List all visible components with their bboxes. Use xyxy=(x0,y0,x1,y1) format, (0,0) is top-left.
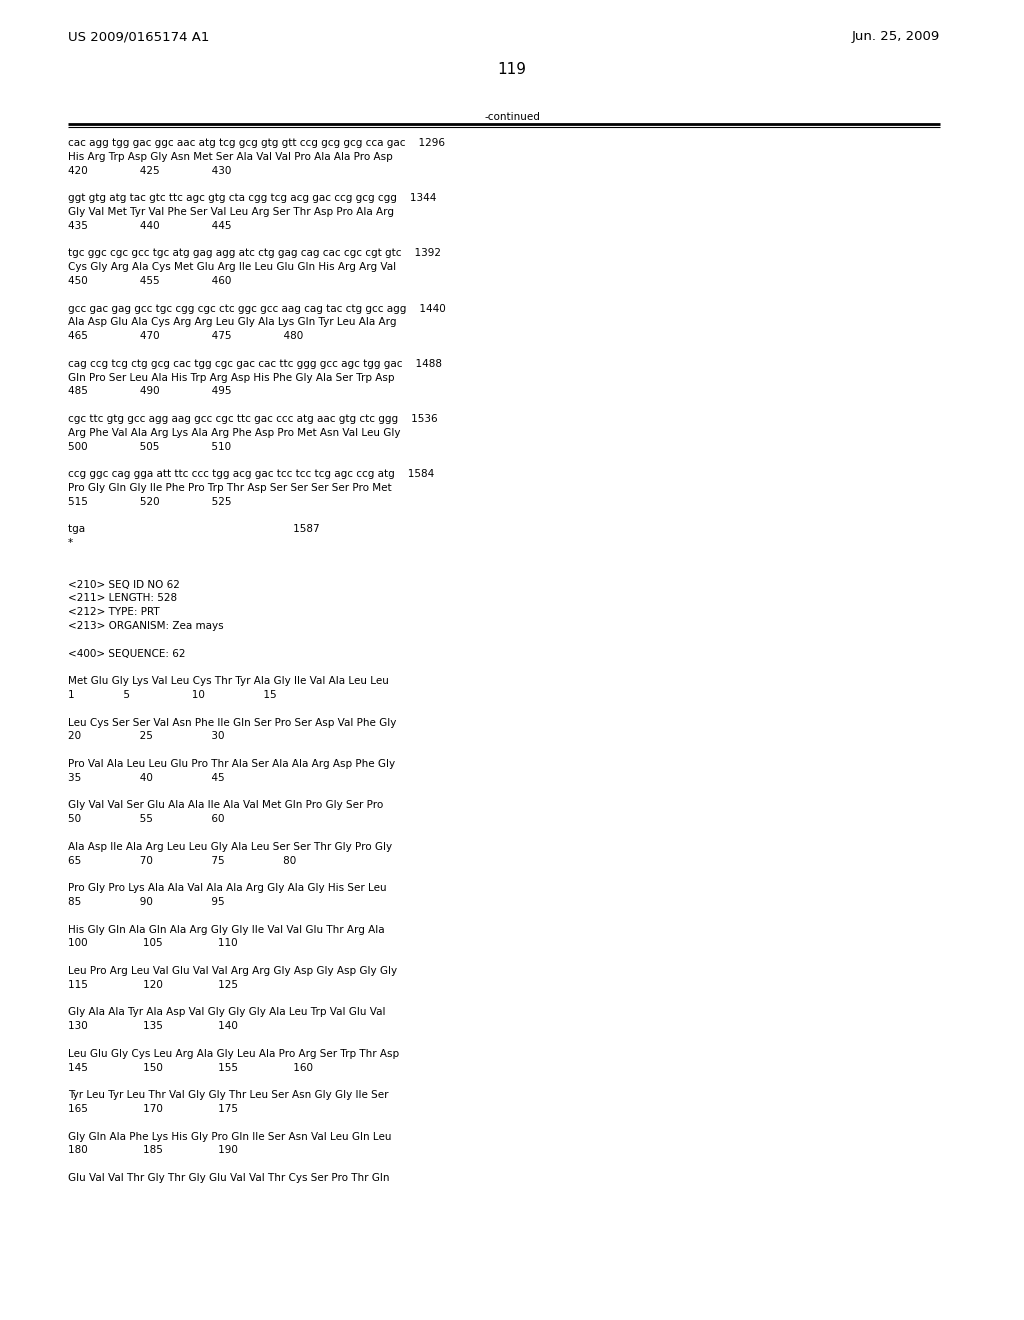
Text: Ala Asp Glu Ala Cys Arg Arg Leu Gly Ala Lys Gln Tyr Leu Ala Arg: Ala Asp Glu Ala Cys Arg Arg Leu Gly Ala … xyxy=(68,317,396,327)
Text: 100                 105                 110: 100 105 110 xyxy=(68,939,238,948)
Text: Pro Val Ala Leu Leu Glu Pro Thr Ala Ser Ala Ala Arg Asp Phe Gly: Pro Val Ala Leu Leu Glu Pro Thr Ala Ser … xyxy=(68,759,395,770)
Text: tga                                                                1587: tga 1587 xyxy=(68,524,319,535)
Text: Leu Glu Gly Cys Leu Arg Ala Gly Leu Ala Pro Arg Ser Trp Thr Asp: Leu Glu Gly Cys Leu Arg Ala Gly Leu Ala … xyxy=(68,1049,399,1059)
Text: 180                 185                 190: 180 185 190 xyxy=(68,1146,238,1155)
Text: cac agg tgg gac ggc aac atg tcg gcg gtg gtt ccg gcg gcg cca gac    1296: cac agg tgg gac ggc aac atg tcg gcg gtg … xyxy=(68,139,445,148)
Text: 85                  90                  95: 85 90 95 xyxy=(68,898,224,907)
Text: 165                 170                 175: 165 170 175 xyxy=(68,1104,238,1114)
Text: Leu Pro Arg Leu Val Glu Val Val Arg Arg Gly Asp Gly Asp Gly Gly: Leu Pro Arg Leu Val Glu Val Val Arg Arg … xyxy=(68,966,397,975)
Text: Glu Val Val Thr Gly Thr Gly Glu Val Val Thr Cys Ser Pro Thr Gln: Glu Val Val Thr Gly Thr Gly Glu Val Val … xyxy=(68,1173,389,1183)
Text: 1               5                   10                  15: 1 5 10 15 xyxy=(68,690,276,700)
Text: <211> LENGTH: 528: <211> LENGTH: 528 xyxy=(68,594,177,603)
Text: 145                 150                 155                 160: 145 150 155 160 xyxy=(68,1063,313,1073)
Text: ccg ggc cag gga att ttc ccc tgg acg gac tcc tcc tcg agc ccg atg    1584: ccg ggc cag gga att ttc ccc tgg acg gac … xyxy=(68,469,434,479)
Text: Pro Gly Gln Gly Ile Phe Pro Trp Thr Asp Ser Ser Ser Ser Pro Met: Pro Gly Gln Gly Ile Phe Pro Trp Thr Asp … xyxy=(68,483,391,492)
Text: 485                490                495: 485 490 495 xyxy=(68,387,231,396)
Text: <213> ORGANISM: Zea mays: <213> ORGANISM: Zea mays xyxy=(68,620,223,631)
Text: Arg Phe Val Ala Arg Lys Ala Arg Phe Asp Pro Met Asn Val Leu Gly: Arg Phe Val Ala Arg Lys Ala Arg Phe Asp … xyxy=(68,428,400,438)
Text: Gly Val Met Tyr Val Phe Ser Val Leu Arg Ser Thr Asp Pro Ala Arg: Gly Val Met Tyr Val Phe Ser Val Leu Arg … xyxy=(68,207,394,216)
Text: cag ccg tcg ctg gcg cac tgg cgc gac cac ttc ggg gcc agc tgg gac    1488: cag ccg tcg ctg gcg cac tgg cgc gac cac … xyxy=(68,359,442,368)
Text: Gly Ala Ala Tyr Ala Asp Val Gly Gly Gly Ala Leu Trp Val Glu Val: Gly Ala Ala Tyr Ala Asp Val Gly Gly Gly … xyxy=(68,1007,385,1018)
Text: 20                  25                  30: 20 25 30 xyxy=(68,731,224,742)
Text: Pro Gly Pro Lys Ala Ala Val Ala Ala Arg Gly Ala Gly His Ser Leu: Pro Gly Pro Lys Ala Ala Val Ala Ala Arg … xyxy=(68,883,387,894)
Text: ggt gtg atg tac gtc ttc agc gtg cta cgg tcg acg gac ccg gcg cgg    1344: ggt gtg atg tac gtc ttc agc gtg cta cgg … xyxy=(68,193,436,203)
Text: 130                 135                 140: 130 135 140 xyxy=(68,1022,238,1031)
Text: <212> TYPE: PRT: <212> TYPE: PRT xyxy=(68,607,160,618)
Text: Ala Asp Ile Ala Arg Leu Leu Gly Ala Leu Ser Ser Thr Gly Pro Gly: Ala Asp Ile Ala Arg Leu Leu Gly Ala Leu … xyxy=(68,842,392,851)
Text: <400> SEQUENCE: 62: <400> SEQUENCE: 62 xyxy=(68,648,185,659)
Text: 435                440                445: 435 440 445 xyxy=(68,220,231,231)
Text: 500                505                510: 500 505 510 xyxy=(68,442,231,451)
Text: Jun. 25, 2009: Jun. 25, 2009 xyxy=(852,30,940,44)
Text: tgc ggc cgc gcc tgc atg gag agg atc ctg gag cag cac cgc cgt gtc    1392: tgc ggc cgc gcc tgc atg gag agg atc ctg … xyxy=(68,248,441,259)
Text: 465                470                475                480: 465 470 475 480 xyxy=(68,331,303,341)
Text: Cys Gly Arg Ala Cys Met Glu Arg Ile Leu Glu Gln His Arg Arg Val: Cys Gly Arg Ala Cys Met Glu Arg Ile Leu … xyxy=(68,263,396,272)
Text: Gln Pro Ser Leu Ala His Trp Arg Asp His Phe Gly Ala Ser Trp Asp: Gln Pro Ser Leu Ala His Trp Arg Asp His … xyxy=(68,372,394,383)
Text: 115                 120                 125: 115 120 125 xyxy=(68,979,238,990)
Text: Gly Gln Ala Phe Lys His Gly Pro Gln Ile Ser Asn Val Leu Gln Leu: Gly Gln Ala Phe Lys His Gly Pro Gln Ile … xyxy=(68,1131,391,1142)
Text: 50                  55                  60: 50 55 60 xyxy=(68,814,224,824)
Text: His Arg Trp Asp Gly Asn Met Ser Ala Val Val Pro Ala Ala Pro Asp: His Arg Trp Asp Gly Asn Met Ser Ala Val … xyxy=(68,152,393,162)
Text: -continued: -continued xyxy=(484,112,540,121)
Text: 450                455                460: 450 455 460 xyxy=(68,276,231,286)
Text: 119: 119 xyxy=(498,62,526,77)
Text: Met Glu Gly Lys Val Leu Cys Thr Tyr Ala Gly Ile Val Ala Leu Leu: Met Glu Gly Lys Val Leu Cys Thr Tyr Ala … xyxy=(68,676,389,686)
Text: 35                  40                  45: 35 40 45 xyxy=(68,772,224,783)
Text: cgc ttc gtg gcc agg aag gcc cgc ttc gac ccc atg aac gtg ctc ggg    1536: cgc ttc gtg gcc agg aag gcc cgc ttc gac … xyxy=(68,414,437,424)
Text: 420                425                430: 420 425 430 xyxy=(68,165,231,176)
Text: Tyr Leu Tyr Leu Thr Val Gly Gly Thr Leu Ser Asn Gly Gly Ile Ser: Tyr Leu Tyr Leu Thr Val Gly Gly Thr Leu … xyxy=(68,1090,388,1100)
Text: His Gly Gln Ala Gln Ala Arg Gly Gly Ile Val Val Glu Thr Arg Ala: His Gly Gln Ala Gln Ala Arg Gly Gly Ile … xyxy=(68,924,385,935)
Text: US 2009/0165174 A1: US 2009/0165174 A1 xyxy=(68,30,209,44)
Text: *: * xyxy=(68,539,73,548)
Text: <210> SEQ ID NO 62: <210> SEQ ID NO 62 xyxy=(68,579,180,590)
Text: Leu Cys Ser Ser Val Asn Phe Ile Gln Ser Pro Ser Asp Val Phe Gly: Leu Cys Ser Ser Val Asn Phe Ile Gln Ser … xyxy=(68,718,396,727)
Text: 515                520                525: 515 520 525 xyxy=(68,496,231,507)
Text: gcc gac gag gcc tgc cgg cgc ctc ggc gcc aag cag tac ctg gcc agg    1440: gcc gac gag gcc tgc cgg cgc ctc ggc gcc … xyxy=(68,304,445,314)
Text: Gly Val Val Ser Glu Ala Ala Ile Ala Val Met Gln Pro Gly Ser Pro: Gly Val Val Ser Glu Ala Ala Ile Ala Val … xyxy=(68,800,383,810)
Text: 65                  70                  75                  80: 65 70 75 80 xyxy=(68,855,296,866)
